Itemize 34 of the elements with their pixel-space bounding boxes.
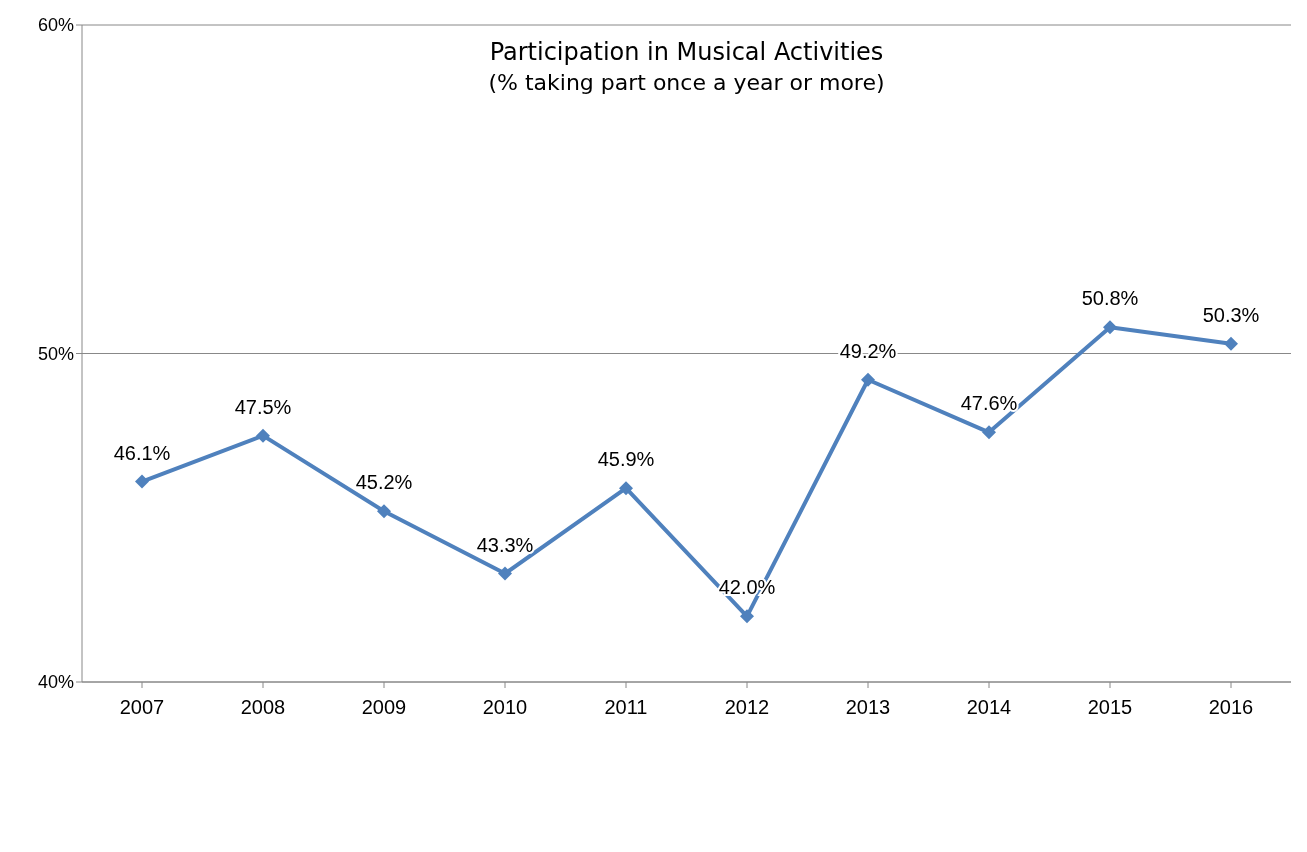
- point: [861, 372, 875, 387]
- point: [1103, 320, 1117, 335]
- x-tick-label: 2016: [1208, 696, 1254, 719]
- data-label: 47.6%: [960, 392, 1018, 415]
- x-tick-label: 2009: [361, 696, 407, 719]
- data-label: 45.2%: [355, 471, 413, 494]
- x-tick-label: 2010: [482, 696, 528, 719]
- y-tick-label: 50%: [37, 343, 74, 364]
- data-label: 50.8%: [1081, 287, 1139, 310]
- data-label: 49.2%: [839, 339, 897, 362]
- x-tick-label: 2007: [119, 696, 165, 719]
- x-tick-label: 2014: [966, 696, 1012, 719]
- point: [982, 425, 996, 440]
- data-label: 45.9%: [597, 448, 655, 471]
- point: [135, 474, 149, 489]
- x-tick-label: 2013: [845, 696, 891, 719]
- data-label: 46.1%: [113, 441, 171, 464]
- point: [1224, 336, 1238, 351]
- data-label: 50.3%: [1202, 303, 1260, 326]
- y-tick-label: 40%: [37, 672, 74, 693]
- text: (% taking part once a year or more): [487, 70, 886, 95]
- point: [619, 481, 633, 496]
- data-label: 47.5%: [234, 395, 292, 418]
- text: Participation in Musical Activities: [488, 38, 885, 66]
- point: [256, 428, 270, 443]
- point: [740, 609, 754, 624]
- x-tick-label: 2011: [604, 696, 648, 719]
- point: [377, 504, 391, 519]
- x-tick-label: 2015: [1087, 696, 1133, 719]
- x-tick-label: 2008: [240, 696, 286, 719]
- x-tick-label: 2012: [724, 696, 770, 719]
- point: [498, 566, 512, 581]
- data-label: 43.3%: [476, 533, 534, 556]
- y-tick-label: 60%: [37, 15, 74, 36]
